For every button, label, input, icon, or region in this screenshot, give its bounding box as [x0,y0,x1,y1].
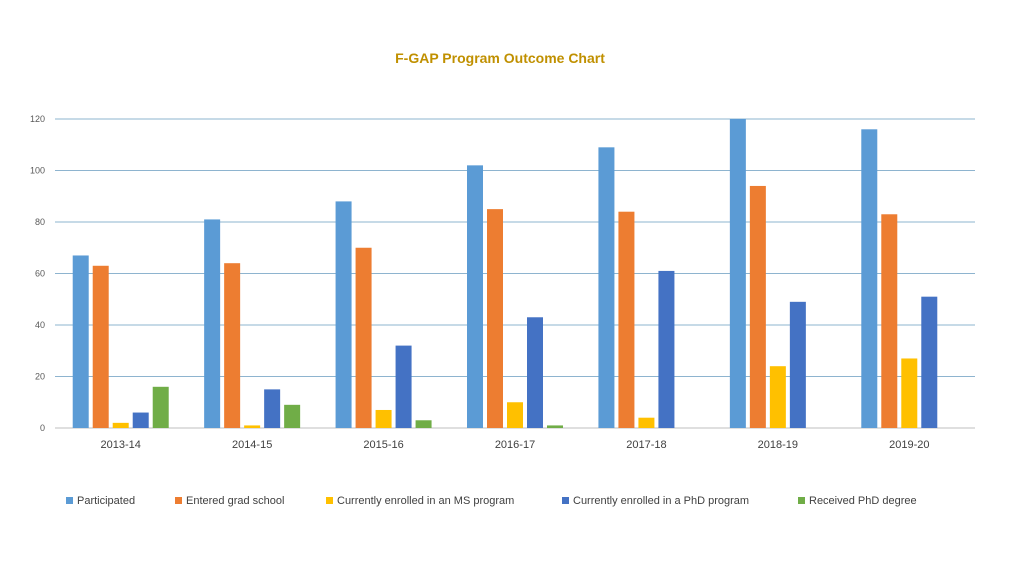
x-tick-label: 2016-17 [495,439,535,451]
bar-2-2013-14 [92,265,109,428]
x-tick-label: 2015-16 [363,439,403,451]
x-tick-label: 2019-20 [889,439,929,451]
bar-3-2015-16 [375,409,392,428]
legend-label: Received PhD degree [809,495,917,507]
bar-5-2013-14 [152,386,169,428]
bar-2-2017-18 [618,211,635,428]
bar-4-2018-19 [789,301,806,428]
bar-2-2015-16 [355,247,372,428]
bar-1-2016-17 [467,165,483,428]
bar-2-2019-20 [881,214,898,428]
bar-3-2019-20 [901,358,918,428]
legend-swatch [326,497,333,504]
bar-4-2014-15 [264,389,281,428]
bar-3-2014-15 [244,425,261,428]
bar-1-2015-16 [335,201,352,428]
y-tick-label: 60 [35,269,45,279]
y-tick-label: 20 [35,372,45,382]
legend-swatch [562,497,569,504]
bar-5-2016-17 [547,425,563,428]
bar-4-2015-16 [395,345,412,428]
bar-3-2016-17 [507,402,523,428]
bar-2-2016-17 [487,209,503,428]
legend-label: Currently enrolled in an MS program [337,495,514,507]
x-tick-label: 2017-18 [626,439,666,451]
bar-4-2016-17 [527,317,543,428]
legend: Participated Entered grad school Currently… [66,495,917,507]
legend-label: Participated [77,495,135,507]
bar-3-2017-18 [638,417,655,428]
legend-swatch [175,497,182,504]
x-tick-label: 2018-19 [758,439,798,451]
bar-2-2014-15 [224,263,241,428]
bar-4-2013-14 [132,412,149,428]
y-tick-label: 0 [40,423,45,433]
y-tick-label: 80 [35,217,45,227]
legend-label: Entered grad school [186,495,284,507]
bar-1-2018-19 [729,119,746,428]
bar-5-2014-15 [284,404,301,428]
bar-4-2019-20 [921,296,938,428]
y-tick-label: 100 [30,166,45,176]
bar-3-2013-14 [112,422,129,428]
legend-swatch [66,497,73,504]
gridlines [55,118,975,377]
bars [72,119,938,429]
chart-title: F-GAP Program Outcome Chart [395,50,605,66]
y-tick-label: 120 [30,114,45,124]
x-axis: 2013-14 2014-15 2015-16 2016-17 2017-18 2018-… [101,439,930,451]
bar-2-2018-19 [749,185,766,428]
x-tick-label: 2013-14 [101,439,141,451]
bar-1-2013-14 [72,255,89,428]
y-tick-label: 40 [35,320,45,330]
legend-swatch [798,497,805,504]
legend-label: Currently enrolled in a PhD program [573,495,749,507]
bar-3-2018-19 [769,366,786,428]
bar-1-2019-20 [861,129,878,429]
bar-1-2014-15 [204,219,221,428]
bar-5-2015-16 [415,420,432,428]
bar-4-2017-18 [658,270,675,428]
bar-1-2017-18 [598,147,615,428]
x-tick-label: 2014-15 [232,439,272,451]
